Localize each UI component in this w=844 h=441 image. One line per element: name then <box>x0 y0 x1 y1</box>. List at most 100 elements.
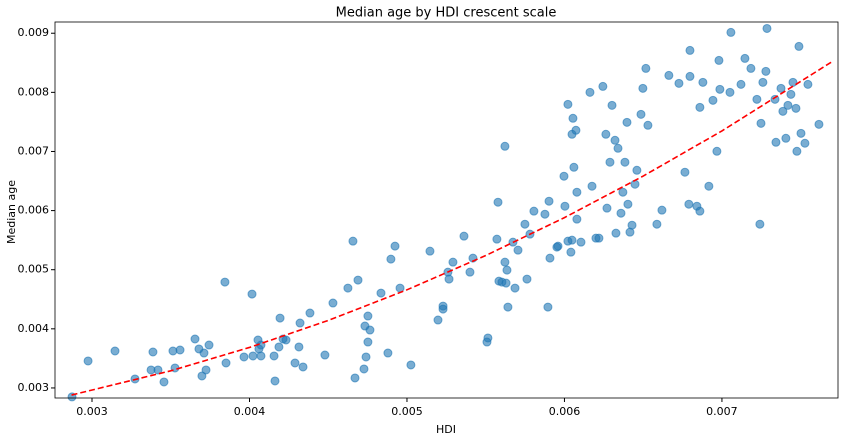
point <box>598 81 608 91</box>
y-tick-label: 0.008 <box>18 85 50 98</box>
point <box>756 118 766 128</box>
point <box>752 94 762 104</box>
point <box>376 288 386 298</box>
point <box>361 352 371 362</box>
point <box>607 100 617 110</box>
point <box>680 167 690 177</box>
y-tick-label: 0.003 <box>18 381 50 394</box>
point <box>540 209 550 219</box>
point <box>814 119 824 129</box>
y-tick-label: 0.009 <box>18 26 50 39</box>
point <box>83 356 93 366</box>
point <box>459 231 469 241</box>
point <box>620 157 630 167</box>
x-tick-label: 0.004 <box>234 405 266 418</box>
point <box>520 219 530 229</box>
point <box>674 78 684 88</box>
point <box>664 70 674 80</box>
point <box>199 348 209 358</box>
point <box>791 103 801 113</box>
point <box>433 315 443 325</box>
point <box>638 83 648 93</box>
point <box>572 187 582 197</box>
point <box>726 27 736 37</box>
point <box>771 137 781 147</box>
point <box>611 228 621 238</box>
point <box>153 365 163 375</box>
point <box>493 197 503 207</box>
point <box>365 325 375 335</box>
y-axis-label: Median age <box>5 180 18 244</box>
point <box>320 350 330 360</box>
point <box>796 128 806 138</box>
point <box>761 66 771 76</box>
point <box>543 302 553 312</box>
point <box>605 157 615 167</box>
point <box>632 165 642 175</box>
point <box>350 373 360 383</box>
point <box>704 181 714 191</box>
point <box>569 162 579 172</box>
point <box>627 220 637 230</box>
point <box>502 265 512 275</box>
point <box>275 313 285 323</box>
point <box>348 236 358 246</box>
point <box>501 278 511 288</box>
point <box>636 109 646 119</box>
point <box>567 235 577 245</box>
point <box>247 289 257 299</box>
point <box>740 53 750 63</box>
point <box>708 95 718 105</box>
point <box>566 247 576 257</box>
point <box>698 77 708 87</box>
point <box>788 77 798 87</box>
x-tick-label: 0.003 <box>76 405 108 418</box>
point <box>390 241 400 251</box>
point <box>776 83 786 93</box>
point <box>587 181 597 191</box>
point <box>274 342 284 352</box>
point <box>685 71 695 81</box>
point <box>353 275 363 285</box>
point <box>657 205 667 215</box>
point <box>386 254 396 264</box>
point <box>500 141 510 151</box>
point <box>571 125 581 135</box>
point <box>601 129 611 139</box>
point <box>736 79 746 89</box>
point <box>695 206 705 216</box>
point <box>256 351 266 361</box>
point <box>438 304 448 314</box>
point <box>568 113 578 123</box>
point <box>406 360 416 370</box>
point <box>383 348 393 358</box>
point <box>685 45 695 55</box>
point <box>803 79 813 89</box>
point <box>500 257 510 267</box>
point <box>594 233 604 243</box>
point <box>800 138 810 148</box>
point <box>559 171 569 181</box>
point <box>290 358 300 368</box>
point <box>295 318 305 328</box>
point <box>652 219 662 229</box>
point <box>643 120 653 130</box>
point <box>755 219 765 229</box>
point <box>513 245 523 255</box>
point <box>641 63 651 73</box>
chart-title: Median age by HDI crescent scale <box>336 6 557 21</box>
point <box>616 208 626 218</box>
point <box>483 333 493 343</box>
point <box>585 87 595 97</box>
point <box>618 187 628 197</box>
point <box>630 179 640 189</box>
point <box>792 146 802 156</box>
point <box>715 84 725 94</box>
point <box>159 377 169 387</box>
x-tick-label: 0.007 <box>706 405 738 418</box>
y-tick-label: 0.005 <box>18 263 50 276</box>
point <box>239 352 249 362</box>
point <box>204 340 214 350</box>
